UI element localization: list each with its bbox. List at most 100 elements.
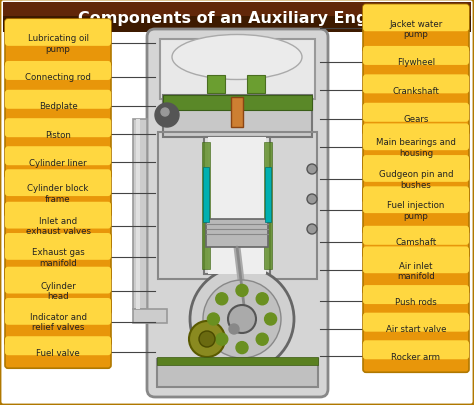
Circle shape bbox=[161, 109, 169, 117]
Circle shape bbox=[203, 280, 281, 358]
FancyBboxPatch shape bbox=[5, 337, 111, 368]
FancyBboxPatch shape bbox=[5, 147, 111, 179]
Bar bbox=[157, 357, 318, 365]
FancyBboxPatch shape bbox=[363, 156, 469, 182]
FancyBboxPatch shape bbox=[363, 226, 469, 245]
Text: Bedplate: Bedplate bbox=[38, 102, 77, 111]
FancyBboxPatch shape bbox=[5, 202, 111, 229]
Bar bbox=[206, 220, 268, 247]
FancyBboxPatch shape bbox=[363, 47, 469, 79]
Text: Cylinder
head: Cylinder head bbox=[40, 281, 76, 301]
FancyBboxPatch shape bbox=[363, 313, 469, 345]
Bar bbox=[204, 138, 270, 274]
Text: Connecting rod: Connecting rod bbox=[25, 73, 91, 82]
FancyBboxPatch shape bbox=[5, 62, 111, 94]
Bar bbox=[3, 3, 471, 17]
Bar bbox=[133, 120, 147, 309]
Circle shape bbox=[229, 324, 239, 334]
FancyBboxPatch shape bbox=[5, 298, 111, 346]
Text: Components of an Auxiliary Engine: Components of an Auxiliary Engine bbox=[78, 11, 396, 26]
Circle shape bbox=[236, 285, 248, 297]
Bar bbox=[157, 359, 318, 387]
FancyBboxPatch shape bbox=[5, 20, 111, 68]
FancyBboxPatch shape bbox=[363, 341, 469, 372]
FancyBboxPatch shape bbox=[5, 337, 111, 355]
Bar bbox=[160, 40, 315, 100]
Circle shape bbox=[307, 164, 317, 175]
Text: Cylinder block
frame: Cylinder block frame bbox=[27, 184, 89, 203]
Circle shape bbox=[199, 331, 215, 347]
Text: Piston: Piston bbox=[45, 130, 71, 139]
FancyBboxPatch shape bbox=[5, 170, 111, 196]
Circle shape bbox=[256, 293, 268, 305]
Bar bbox=[133, 309, 167, 323]
Text: Air inlet
manifold: Air inlet manifold bbox=[397, 261, 435, 280]
Circle shape bbox=[256, 333, 268, 345]
Text: Main bearings and
housing: Main bearings and housing bbox=[376, 138, 456, 158]
FancyBboxPatch shape bbox=[363, 104, 469, 135]
FancyBboxPatch shape bbox=[363, 286, 469, 317]
Text: Fuel injection
pump: Fuel injection pump bbox=[387, 201, 445, 220]
FancyBboxPatch shape bbox=[363, 104, 469, 122]
FancyBboxPatch shape bbox=[5, 119, 111, 151]
FancyBboxPatch shape bbox=[363, 5, 469, 32]
Circle shape bbox=[190, 267, 294, 371]
Circle shape bbox=[216, 333, 228, 345]
Bar bbox=[136, 120, 140, 309]
FancyBboxPatch shape bbox=[5, 267, 111, 294]
Text: Cylinder liner: Cylinder liner bbox=[29, 158, 87, 167]
Text: Jacket water
pump: Jacket water pump bbox=[389, 19, 443, 39]
Circle shape bbox=[307, 224, 317, 234]
Circle shape bbox=[264, 313, 277, 325]
Bar bbox=[202, 143, 210, 269]
Bar bbox=[231, 98, 243, 128]
FancyBboxPatch shape bbox=[363, 156, 469, 203]
Bar bbox=[163, 96, 312, 138]
Text: Indicator and
relief valves: Indicator and relief valves bbox=[29, 312, 86, 332]
FancyBboxPatch shape bbox=[363, 313, 469, 332]
Text: Camshaft: Camshaft bbox=[395, 238, 437, 247]
FancyBboxPatch shape bbox=[5, 62, 111, 81]
FancyBboxPatch shape bbox=[5, 91, 111, 122]
FancyBboxPatch shape bbox=[5, 147, 111, 166]
Text: Inlet and
exhaust valves: Inlet and exhaust valves bbox=[26, 216, 91, 236]
Bar bbox=[203, 168, 209, 222]
FancyBboxPatch shape bbox=[5, 202, 111, 250]
Text: Gears: Gears bbox=[403, 115, 428, 124]
Text: Crankshaft: Crankshaft bbox=[392, 87, 439, 96]
Text: Flywheel: Flywheel bbox=[397, 58, 435, 67]
Circle shape bbox=[307, 194, 317, 205]
FancyBboxPatch shape bbox=[363, 124, 469, 151]
FancyBboxPatch shape bbox=[363, 187, 469, 234]
Bar bbox=[158, 133, 317, 279]
FancyBboxPatch shape bbox=[363, 187, 469, 213]
Text: Fuel valve: Fuel valve bbox=[36, 348, 80, 357]
FancyBboxPatch shape bbox=[5, 233, 111, 260]
Circle shape bbox=[189, 321, 225, 357]
Text: Air start valve: Air start valve bbox=[386, 324, 446, 333]
FancyBboxPatch shape bbox=[5, 233, 111, 281]
Bar bbox=[208, 138, 266, 274]
FancyBboxPatch shape bbox=[5, 20, 111, 47]
Circle shape bbox=[236, 342, 248, 354]
FancyBboxPatch shape bbox=[5, 119, 111, 138]
Bar bbox=[247, 76, 265, 94]
Text: Exhaust gas
manifold: Exhaust gas manifold bbox=[32, 247, 84, 267]
Bar bbox=[163, 96, 312, 111]
FancyBboxPatch shape bbox=[5, 298, 111, 325]
Bar bbox=[3, 3, 471, 33]
FancyBboxPatch shape bbox=[5, 267, 111, 315]
FancyBboxPatch shape bbox=[363, 75, 469, 107]
FancyBboxPatch shape bbox=[363, 226, 469, 258]
Circle shape bbox=[155, 104, 179, 128]
Circle shape bbox=[228, 305, 256, 333]
FancyBboxPatch shape bbox=[363, 341, 469, 359]
Text: Rocker arm: Rocker arm bbox=[392, 352, 440, 361]
FancyBboxPatch shape bbox=[363, 124, 469, 172]
FancyBboxPatch shape bbox=[363, 47, 469, 66]
Bar bbox=[264, 143, 272, 269]
Text: Lubricating oil
pump: Lubricating oil pump bbox=[27, 34, 89, 53]
Text: Push rods: Push rods bbox=[395, 297, 437, 306]
FancyBboxPatch shape bbox=[363, 286, 469, 304]
FancyBboxPatch shape bbox=[363, 247, 469, 273]
